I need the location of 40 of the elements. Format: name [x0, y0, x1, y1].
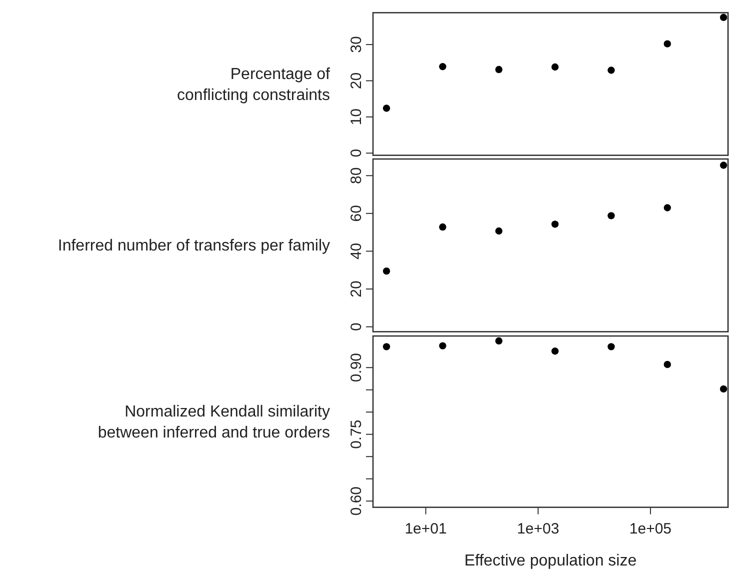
x-tick-label: 1e+05	[629, 520, 672, 538]
y-axis-title: Inferred number of transfers per family	[58, 237, 330, 254]
y-tick-label: 20	[348, 280, 365, 298]
point	[495, 337, 502, 344]
x-tick-label: 1e+03	[517, 520, 560, 538]
point	[382, 104, 390, 112]
point	[664, 204, 671, 212]
point	[439, 223, 446, 231]
x-axis-title: Effective population size	[464, 552, 637, 570]
y-tick-label: 30	[348, 36, 365, 53]
point	[439, 342, 446, 350]
point	[382, 267, 390, 275]
y-tick-label: 10	[348, 108, 365, 126]
point	[664, 40, 671, 48]
y-tick-label: 0.75	[348, 420, 365, 449]
point	[551, 220, 559, 228]
y-axis-title: Normalized Kendall similarity between inferred and true orders	[98, 404, 330, 442]
point	[720, 162, 728, 169]
point	[495, 66, 502, 74]
point	[608, 343, 615, 350]
y-tick-label: 0.60	[348, 486, 365, 516]
point	[551, 63, 559, 71]
point	[664, 360, 671, 368]
x-tick-label: 1e+01	[404, 520, 447, 538]
y-tick-label: 60	[348, 205, 365, 222]
y-tick-label: 40	[348, 242, 365, 260]
point	[608, 66, 615, 74]
y-tick-label: 80	[348, 167, 365, 184]
point	[608, 212, 615, 220]
y-tick-label: 0.90	[348, 352, 365, 382]
point	[382, 343, 390, 350]
point	[720, 385, 728, 393]
point	[551, 348, 559, 355]
y-tick-label: 20	[348, 72, 365, 90]
point	[720, 14, 728, 22]
y-axis-title: Percentage of conflicting constraints	[177, 66, 331, 104]
y-tick-label: 0	[348, 148, 365, 158]
point	[439, 63, 446, 70]
point	[495, 227, 502, 235]
y-tick-label: 0	[348, 322, 365, 331]
